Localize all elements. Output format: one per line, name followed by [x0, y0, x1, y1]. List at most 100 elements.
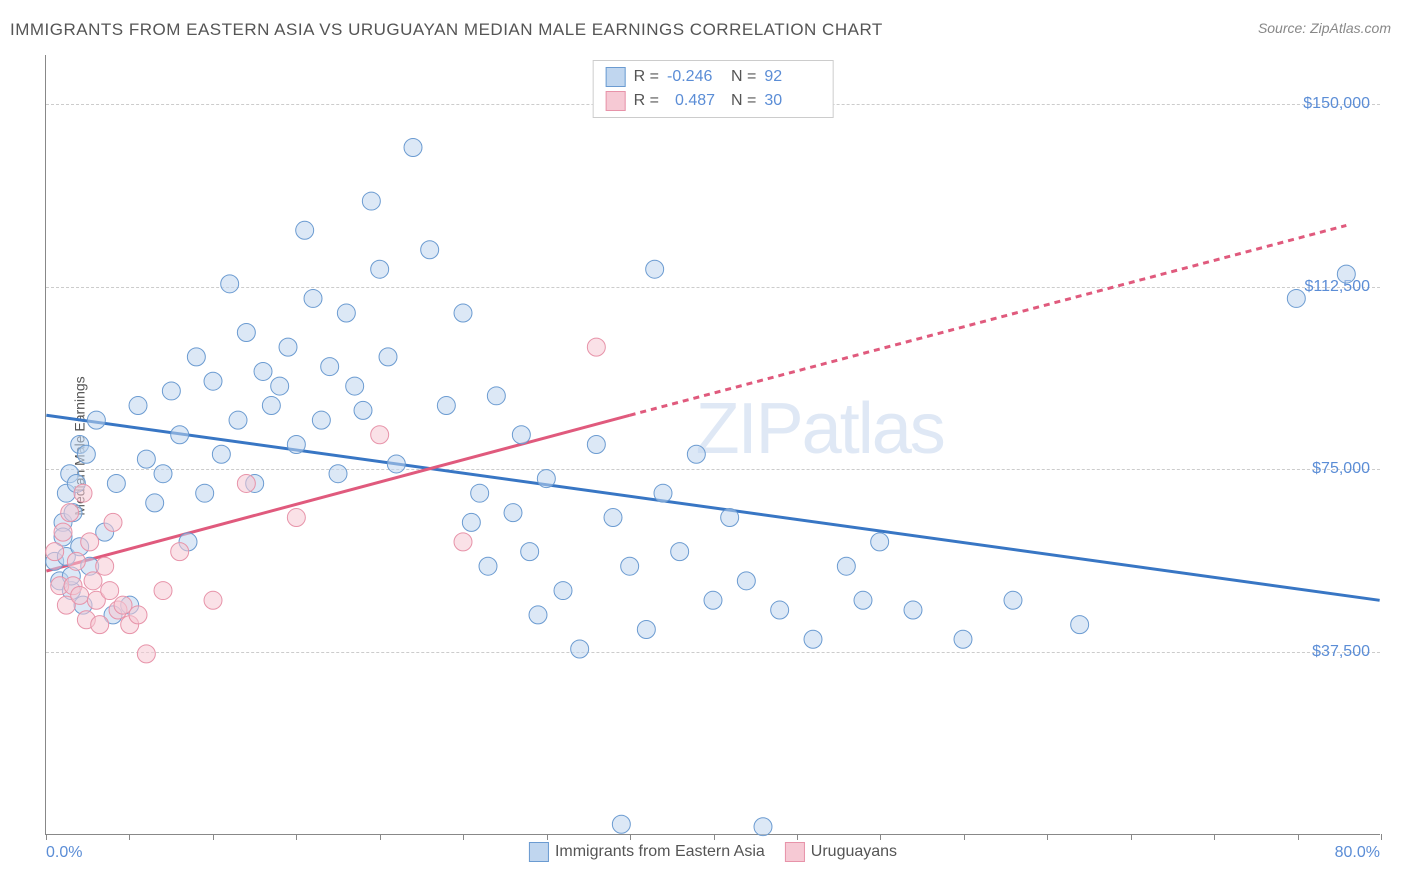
scatter-point: [1287, 289, 1305, 307]
scatter-point: [587, 436, 605, 454]
scatter-point: [107, 474, 125, 492]
x-tick: [213, 834, 214, 840]
scatter-point: [854, 591, 872, 609]
scatter-point: [487, 387, 505, 405]
scatter-point: [1337, 265, 1355, 283]
chart-title: IMMIGRANTS FROM EASTERN ASIA VS URUGUAYA…: [10, 20, 883, 40]
scatter-point: [671, 543, 689, 561]
scatter-point: [287, 509, 305, 527]
scatter-point: [212, 445, 230, 463]
x-tick: [380, 834, 381, 840]
scatter-point: [137, 645, 155, 663]
scatter-point: [571, 640, 589, 658]
scatter-point: [77, 445, 95, 463]
scatter-point: [196, 484, 214, 502]
scatter-point: [521, 543, 539, 561]
legend-swatch-icon: [529, 842, 549, 862]
x-tick: [1381, 834, 1382, 840]
scatter-point: [371, 260, 389, 278]
scatter-point: [204, 591, 222, 609]
scatter-point: [187, 348, 205, 366]
scatter-point: [337, 304, 355, 322]
scatter-point: [587, 338, 605, 356]
scatter-point: [54, 523, 72, 541]
x-tick: [714, 834, 715, 840]
scatter-point: [129, 397, 147, 415]
scatter-point: [137, 450, 155, 468]
scatter-point: [321, 358, 339, 376]
scatter-point: [437, 397, 455, 415]
scatter-point: [271, 377, 289, 395]
x-tick: [46, 834, 47, 840]
scatter-point: [61, 504, 79, 522]
scatter-point: [621, 557, 639, 575]
scatter-point: [237, 324, 255, 342]
x-tick-first: 0.0%: [46, 844, 82, 862]
scatter-point: [837, 557, 855, 575]
scatter-point: [512, 426, 530, 444]
scatter-point: [537, 470, 555, 488]
scatter-point: [346, 377, 364, 395]
scatter-point: [604, 509, 622, 527]
x-tick: [964, 834, 965, 840]
x-tick: [129, 834, 130, 840]
scatter-point: [91, 616, 109, 634]
scatter-point: [229, 411, 247, 429]
x-tick: [630, 834, 631, 840]
x-tick: [880, 834, 881, 840]
scatter-point: [654, 484, 672, 502]
scatter-point: [162, 382, 180, 400]
x-tick: [547, 834, 548, 840]
scatter-point: [254, 362, 272, 380]
scatter-point: [504, 504, 522, 522]
scatter-point: [96, 557, 114, 575]
x-tick: [1131, 834, 1132, 840]
scatter-point: [454, 533, 472, 551]
scatter-point: [754, 818, 772, 836]
scatter-point: [687, 445, 705, 463]
legend-item-eastern-asia: Immigrants from Eastern Asia: [529, 842, 765, 862]
scatter-point: [287, 436, 305, 454]
scatter-point: [362, 192, 380, 210]
series-legend: Immigrants from Eastern Asia Uruguayans: [529, 842, 897, 862]
x-tick: [463, 834, 464, 840]
scatter-point: [46, 543, 64, 561]
x-tick-last: 80.0%: [1335, 844, 1380, 862]
x-tick: [797, 834, 798, 840]
scatter-point: [81, 533, 99, 551]
scatter-point: [101, 582, 119, 600]
scatter-point: [129, 606, 147, 624]
scatter-point: [637, 621, 655, 639]
scatter-point: [71, 586, 89, 604]
scatter-point: [871, 533, 889, 551]
scatter-point: [296, 221, 314, 239]
x-tick: [1298, 834, 1299, 840]
scatter-point: [646, 260, 664, 278]
scatter-point: [104, 513, 122, 531]
scatter-point: [404, 139, 422, 157]
scatter-point: [87, 411, 105, 429]
scatter-point: [1071, 616, 1089, 634]
scatter-point: [904, 601, 922, 619]
scatter-point: [721, 509, 739, 527]
scatter-point: [354, 401, 372, 419]
scatter-point: [771, 601, 789, 619]
legend-label: Immigrants from Eastern Asia: [555, 843, 765, 861]
scatter-point: [421, 241, 439, 259]
scatter-point: [329, 465, 347, 483]
x-tick: [296, 834, 297, 840]
scatter-point: [262, 397, 280, 415]
legend-item-uruguayans: Uruguayans: [785, 842, 897, 862]
scatter-point: [737, 572, 755, 590]
scatter-point: [379, 348, 397, 366]
scatter-point: [371, 426, 389, 444]
scatter-point: [471, 484, 489, 502]
scatter-point: [954, 630, 972, 648]
x-tick: [1047, 834, 1048, 840]
x-tick: [1214, 834, 1215, 840]
scatter-point: [171, 426, 189, 444]
scatter-point: [387, 455, 405, 473]
scatter-point: [154, 582, 172, 600]
scatter-point: [154, 465, 172, 483]
scatter-point: [67, 552, 85, 570]
